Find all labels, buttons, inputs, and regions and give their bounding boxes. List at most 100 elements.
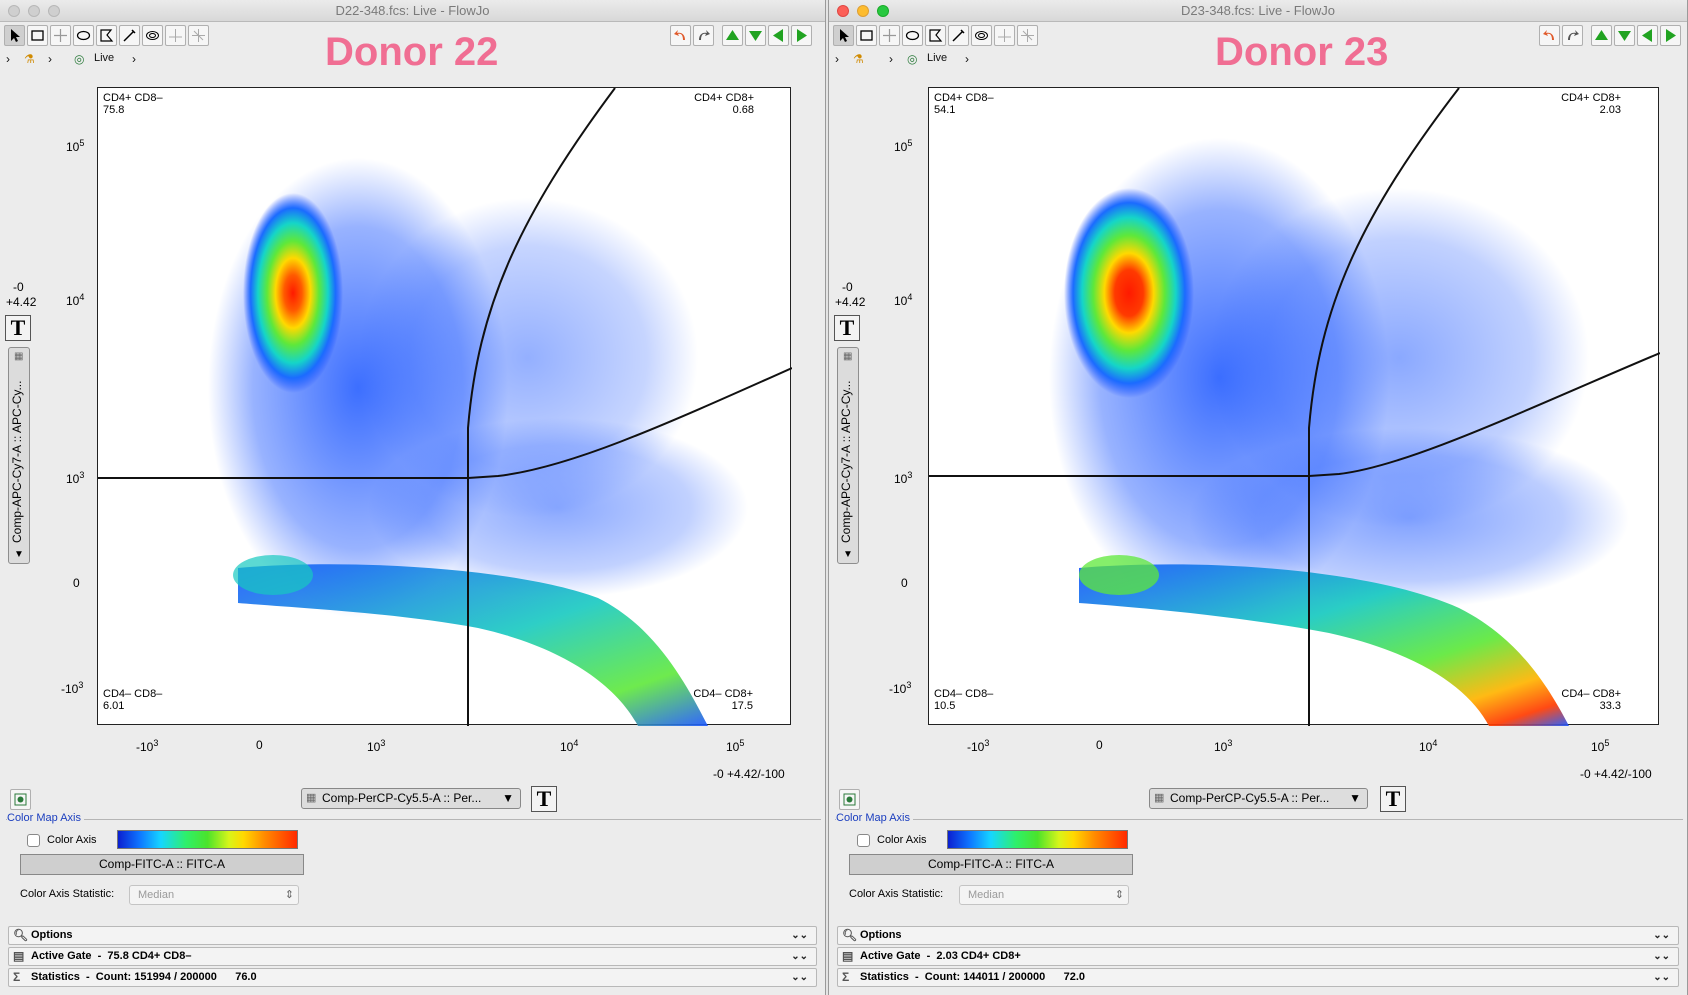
color-axis-param-button[interactable]: Comp-FITC-A :: FITC-A bbox=[849, 854, 1133, 875]
layout-icon[interactable] bbox=[10, 789, 31, 810]
arrow-left-button[interactable] bbox=[1637, 25, 1658, 46]
statistics-label: Statistics - Count: 144011 / 200000 72.0 bbox=[860, 971, 1086, 983]
spider-gate-tool[interactable] bbox=[971, 25, 992, 46]
freehand-gate-tool[interactable] bbox=[948, 25, 969, 46]
active-gate-label: Active Gate - 75.8 CD4+ CD8– bbox=[31, 950, 192, 962]
zoom-button[interactable] bbox=[48, 5, 60, 17]
close-button[interactable] bbox=[8, 5, 20, 17]
arrow-down-button[interactable] bbox=[745, 25, 766, 46]
arrow-right-button[interactable] bbox=[791, 25, 812, 46]
y-axis-param-selector[interactable]: ▦ Comp-APC-Cy7-A :: APC-Cy... ▼ bbox=[837, 347, 859, 564]
close-button[interactable] bbox=[837, 5, 849, 17]
undo-button[interactable] bbox=[670, 25, 691, 46]
arrow-down-button[interactable] bbox=[1614, 25, 1635, 46]
arrow-left-button[interactable] bbox=[768, 25, 789, 46]
color-axis-statistic-select[interactable]: Median ⇕ bbox=[959, 885, 1129, 905]
pointer-tool[interactable] bbox=[4, 25, 25, 46]
chevron-double-down-icon: ⌄⌄ bbox=[1653, 930, 1670, 941]
y-scale-top: -0 bbox=[842, 280, 853, 294]
grid-icon: ▦ bbox=[1154, 792, 1165, 804]
chevron-right-icon[interactable]: › bbox=[965, 52, 969, 66]
triangle-down-icon: ▼ bbox=[843, 549, 853, 560]
flowjo-window-left: D22-348.fcs: Live - FlowJo › ⚗ › ◎ Live … bbox=[0, 0, 826, 995]
zoom-button[interactable] bbox=[877, 5, 889, 17]
minimize-button[interactable] bbox=[857, 5, 869, 17]
chevron-right-icon[interactable]: › bbox=[6, 52, 10, 66]
arrow-right-button[interactable] bbox=[1660, 25, 1681, 46]
ellipse-gate-tool[interactable] bbox=[902, 25, 923, 46]
active-gate-panel[interactable]: ▤ Active Gate - 75.8 CD4+ CD8– ⌄⌄ bbox=[8, 947, 817, 966]
quadrant-ur-value: 0.68 bbox=[732, 104, 754, 116]
breadcrumb-gate[interactable]: Live bbox=[927, 52, 948, 64]
spider-gate-tool[interactable] bbox=[142, 25, 163, 46]
quadrant-ll-name: CD4– CD8– bbox=[934, 688, 994, 700]
chevron-right-icon[interactable]: › bbox=[889, 52, 893, 66]
y-axis-text-button[interactable]: T bbox=[834, 315, 860, 341]
breadcrumb: › ⚗ › ◎ Live › bbox=[0, 52, 200, 70]
quadrant-ll-name: CD4– CD8– bbox=[103, 688, 163, 700]
x-axis-text-button[interactable]: T bbox=[531, 786, 557, 812]
options-panel[interactable]: 🔍︎ Options ⌄⌄ bbox=[8, 926, 817, 945]
color-axis-checkbox[interactable] bbox=[857, 834, 870, 847]
active-gate-panel[interactable]: ▤ Active Gate - 2.03 CD4+ CD8+ ⌄⌄ bbox=[837, 947, 1679, 966]
breadcrumb-gate[interactable]: Live bbox=[94, 52, 115, 64]
statistic-value: Median bbox=[968, 889, 1005, 901]
chevron-right-icon[interactable]: › bbox=[48, 52, 52, 66]
chevron-double-down-icon: ⌄⌄ bbox=[1653, 951, 1670, 962]
x-tick: 104 bbox=[560, 738, 579, 754]
color-axis-statistic-select[interactable]: Median ⇕ bbox=[129, 885, 299, 905]
web-gate-tool[interactable] bbox=[1017, 25, 1038, 46]
arrow-up-button[interactable] bbox=[1591, 25, 1612, 46]
pointer-tool[interactable] bbox=[833, 25, 854, 46]
chevron-double-down-icon: ⌄⌄ bbox=[791, 951, 808, 962]
gate-icon: ▤ bbox=[13, 949, 25, 963]
quadrant-ll-value: 6.01 bbox=[103, 700, 125, 712]
quadrant-lr-value: 17.5 bbox=[731, 700, 753, 712]
dot-plot[interactable]: CD4+ CD8– 75.8 CD4+ CD8+ 0.68 CD4– CD8– … bbox=[97, 87, 792, 726]
y-tick: -103 bbox=[61, 680, 84, 696]
color-axis-checkbox[interactable] bbox=[27, 834, 40, 847]
chevron-right-icon[interactable]: › bbox=[132, 52, 136, 66]
y-tick: 0 bbox=[901, 576, 908, 590]
x-tick: 104 bbox=[1419, 738, 1438, 754]
x-axis-param-selector[interactable]: ▦ Comp-PerCP-Cy5.5-A :: Per... ▼ bbox=[301, 788, 521, 809]
curly-quad-tool[interactable] bbox=[994, 25, 1015, 46]
statistics-panel[interactable]: Σ Statistics - Count: 144011 / 200000 72… bbox=[837, 968, 1679, 987]
redo-button[interactable] bbox=[693, 25, 714, 46]
rectangle-gate-tool[interactable] bbox=[27, 25, 48, 46]
ellipse-gate-tool[interactable] bbox=[73, 25, 94, 46]
polygon-gate-tool[interactable] bbox=[96, 25, 117, 46]
quadrant-gate-tool[interactable] bbox=[50, 25, 71, 46]
rectangle-gate-tool[interactable] bbox=[856, 25, 877, 46]
y-axis-param-selector[interactable]: ▦ Comp-APC-Cy7-A :: APC-Cy... ▼ bbox=[8, 347, 30, 564]
statistics-panel[interactable]: Σ Statistics - Count: 151994 / 200000 76… bbox=[8, 968, 817, 987]
color-axis-param-button[interactable]: Comp-FITC-A :: FITC-A bbox=[20, 854, 304, 875]
freehand-gate-tool[interactable] bbox=[119, 25, 140, 46]
x-axis-text-button[interactable]: T bbox=[1380, 786, 1406, 812]
density-plot-svg bbox=[98, 88, 792, 726]
triangle-down-icon: ▼ bbox=[1349, 791, 1361, 805]
x-axis-param-selector[interactable]: ▦ Comp-PerCP-Cy5.5-A :: Per... ▼ bbox=[1149, 788, 1368, 809]
color-axis-label: Color Axis bbox=[877, 834, 927, 846]
polygon-gate-tool[interactable] bbox=[925, 25, 946, 46]
gate-icon: ◎ bbox=[907, 52, 918, 66]
undo-button[interactable] bbox=[1539, 25, 1560, 46]
web-gate-tool[interactable] bbox=[188, 25, 209, 46]
options-panel[interactable]: 🔍︎ Options ⌄⌄ bbox=[837, 926, 1679, 945]
color-axis-label: Color Axis bbox=[47, 834, 97, 846]
triangle-down-icon: ▼ bbox=[502, 791, 514, 805]
x-tick: 0 bbox=[1096, 738, 1103, 752]
arrow-up-button[interactable] bbox=[722, 25, 743, 46]
chevron-double-down-icon: ⌄⌄ bbox=[1653, 972, 1670, 983]
chevron-right-icon[interactable]: › bbox=[835, 52, 839, 66]
minimize-button[interactable] bbox=[28, 5, 40, 17]
y-tick: 103 bbox=[66, 470, 85, 486]
options-label: Options bbox=[860, 929, 902, 941]
y-axis-text-button[interactable]: T bbox=[5, 315, 31, 341]
redo-button[interactable] bbox=[1562, 25, 1583, 46]
quadrant-gate-tool[interactable] bbox=[879, 25, 900, 46]
layout-icon[interactable] bbox=[839, 789, 860, 810]
tube-icon: ⚗ bbox=[853, 52, 864, 66]
curly-quad-tool[interactable] bbox=[165, 25, 186, 46]
dot-plot[interactable]: CD4+ CD8– 54.1 CD4+ CD8+ 2.03 CD4– CD8– … bbox=[928, 87, 1660, 726]
